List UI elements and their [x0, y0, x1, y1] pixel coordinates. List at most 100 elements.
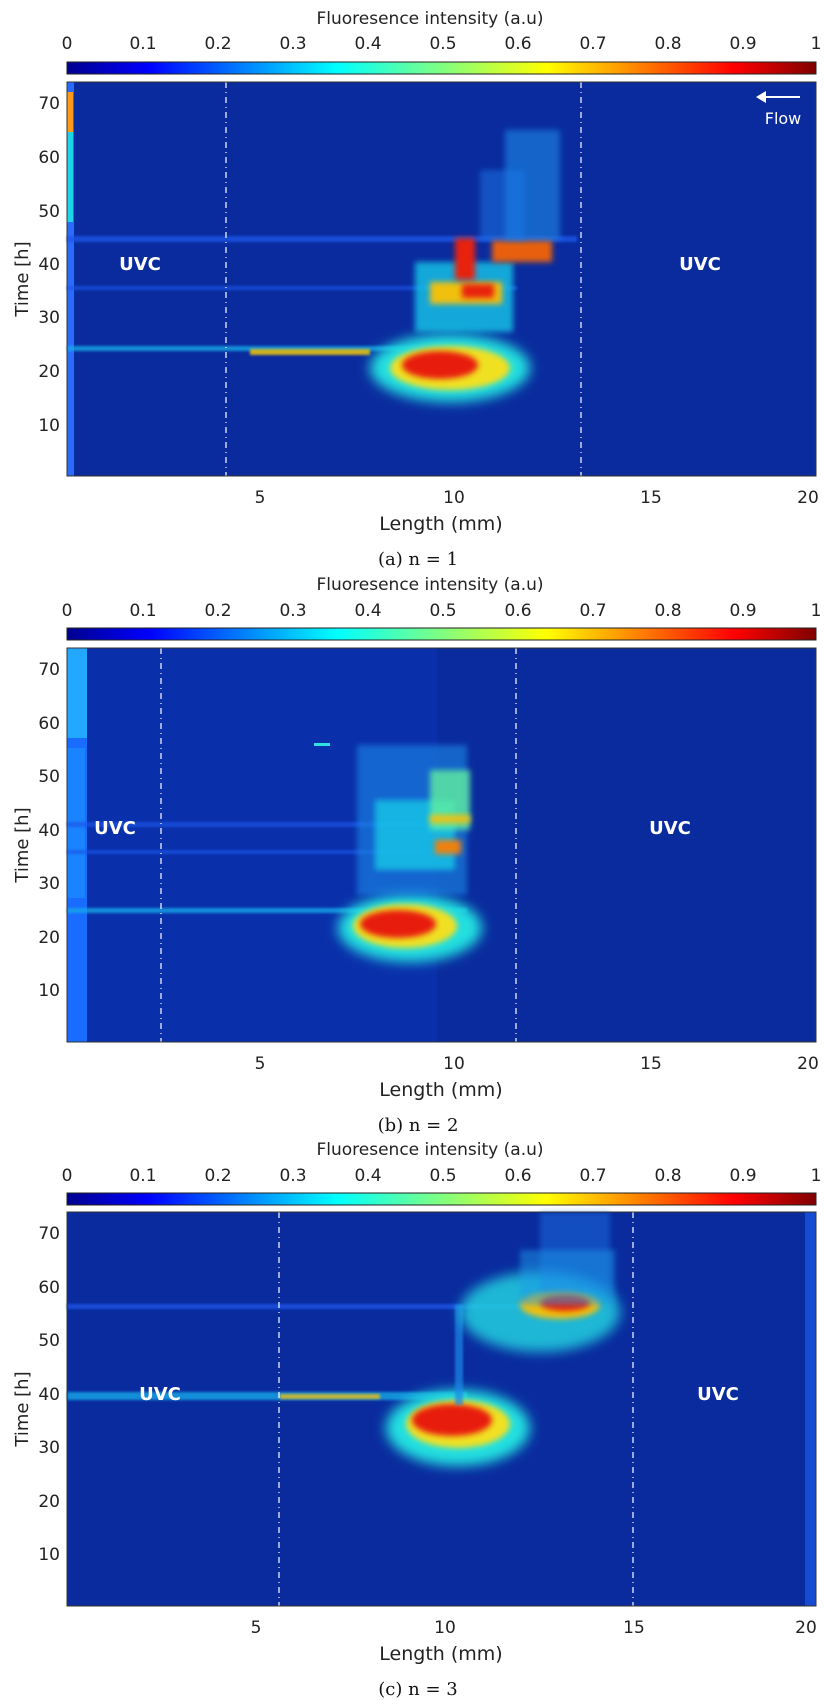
colorbar-tick-label: 0 — [62, 1166, 73, 1186]
panel-caption: (c) n = 3 — [378, 1679, 457, 1700]
colorbar-tick-label: 0 — [62, 34, 73, 54]
uvc-label-right: UVC — [679, 254, 721, 275]
y-tick-label: 40 — [38, 821, 60, 841]
colorbar-tick-label: 0.3 — [279, 34, 306, 54]
y-tick-labels-a: 70 60 50 40 30 20 10 — [38, 94, 60, 436]
y-tick-label: 70 — [38, 660, 60, 680]
y-tick-label: 60 — [38, 714, 60, 734]
y-tick-label: 40 — [38, 1385, 60, 1405]
x-tick-labels-c: 5 10 15 20 — [251, 1618, 817, 1638]
colorbar-tick-label: 0.9 — [729, 601, 756, 621]
colorbar-tick-label: 0.3 — [279, 1166, 306, 1186]
colorbar-tick-label: 1 — [811, 1166, 822, 1186]
x-tick-label: 15 — [623, 1618, 645, 1638]
x-axis-label: Length (mm) — [379, 1643, 502, 1665]
y-tick-labels-b: 70 60 50 40 30 20 10 — [38, 660, 60, 1001]
y-tick-label: 20 — [38, 928, 60, 948]
colorbar-tick-labels: 0 0.1 0.2 0.3 0.4 0.5 0.6 0.7 0.8 0.9 1 — [62, 1166, 822, 1186]
colorbar-tick-label: 0.1 — [129, 601, 156, 621]
uvc-label-right: UVC — [649, 818, 691, 839]
colorbar-tick-label: 0.7 — [579, 34, 606, 54]
y-axis-label: Time [h] — [12, 1371, 33, 1447]
flow-arrowhead-icon — [756, 91, 766, 103]
heatmap-b: UVC UVC — [67, 648, 816, 1042]
colorbar-tick-label: 0.2 — [204, 1166, 231, 1186]
y-tick-label: 10 — [38, 981, 60, 1001]
uvc-label-left: UVC — [94, 818, 136, 839]
y-tick-label: 50 — [38, 767, 60, 787]
colorbar-tick-label: 0.4 — [354, 601, 381, 621]
y-tick-label: 10 — [38, 1545, 60, 1565]
y-tick-label: 10 — [38, 416, 60, 436]
colorbar-tick-label: 0.5 — [429, 1166, 456, 1186]
panel-b: Fluoresence intensity (a.u) 0 0.1 0.2 0.… — [12, 575, 821, 1136]
x-tick-label: 15 — [640, 1054, 662, 1074]
y-tick-label: 70 — [38, 1224, 60, 1244]
y-tick-label: 20 — [38, 1492, 60, 1512]
panel-caption: (a) n = 1 — [378, 549, 458, 570]
x-tick-label: 15 — [640, 488, 662, 508]
heatmap-c: UVC UVC — [67, 1212, 816, 1606]
panel-a: Fluoresence intensity (a.u) 0 0.1 0.2 0.… — [12, 9, 821, 570]
panel-c: Fluoresence intensity (a.u) 0 0.1 0.2 0.… — [12, 1140, 821, 1700]
x-tick-label: 20 — [795, 1618, 817, 1638]
x-tick-label: 5 — [251, 1618, 262, 1638]
y-axis-label: Time [h] — [12, 241, 33, 317]
colorbar-tick-labels: 0 0.1 0.2 0.3 0.4 0.5 0.6 0.7 0.8 0.9 1 — [62, 601, 822, 621]
colorbar-tick-label: 0.6 — [504, 601, 531, 621]
x-tick-label: 10 — [434, 1618, 456, 1638]
colorbar-tick-label: 0.8 — [654, 1166, 681, 1186]
y-tick-label: 30 — [38, 308, 60, 328]
colorbar-tick-label: 0.1 — [129, 34, 156, 54]
colorbar-tick-label: 0.5 — [429, 34, 456, 54]
y-tick-label: 50 — [38, 202, 60, 222]
colorbar — [66, 61, 817, 75]
colorbar-tick-label: 0.4 — [354, 1166, 381, 1186]
x-tick-labels-b: 5 10 15 20 — [255, 1054, 819, 1074]
y-tick-label: 70 — [38, 94, 60, 114]
x-tick-label: 5 — [255, 488, 266, 508]
colorbar-tick-label: 0.5 — [429, 601, 456, 621]
colorbar-tick-label: 0.7 — [579, 1166, 606, 1186]
y-tick-label: 60 — [38, 1278, 60, 1298]
colorbar-tick-label: 0 — [62, 601, 73, 621]
colorbar-tick-label: 0.3 — [279, 601, 306, 621]
y-tick-labels-c: 70 60 50 40 30 20 10 — [38, 1224, 60, 1565]
x-tick-label: 20 — [797, 1054, 819, 1074]
colorbar-title: Fluoresence intensity (a.u) — [316, 575, 543, 595]
x-tick-label: 10 — [443, 488, 465, 508]
colorbar-tick-label: 0.8 — [654, 34, 681, 54]
x-axis-label: Length (mm) — [379, 1079, 502, 1101]
y-tick-label: 20 — [38, 362, 60, 382]
colorbar-title: Fluoresence intensity (a.u) — [316, 1140, 543, 1160]
x-tick-label: 5 — [255, 1054, 266, 1074]
colorbar-tick-label: 0.9 — [729, 1166, 756, 1186]
colorbar-tick-label: 0.4 — [354, 34, 381, 54]
y-axis-label: Time [h] — [12, 807, 33, 883]
colorbar-tick-label: 0.6 — [504, 1166, 531, 1186]
plot-frame — [66, 1211, 817, 1607]
colorbar-tick-label: 1 — [811, 34, 822, 54]
uvc-label-right: UVC — [697, 1384, 739, 1405]
x-axis-label: Length (mm) — [379, 513, 502, 535]
colorbar-tick-label: 0.6 — [504, 34, 531, 54]
colorbar-tick-label: 0.1 — [129, 1166, 156, 1186]
plot-frame — [66, 647, 817, 1043]
colorbar-tick-label: 1 — [811, 601, 822, 621]
y-tick-label: 30 — [38, 874, 60, 894]
y-tick-label: 50 — [38, 1331, 60, 1351]
colorbar-title: Fluoresence intensity (a.u) — [316, 9, 543, 29]
x-tick-labels-a: 5 10 15 20 — [255, 488, 819, 508]
heatmap-a: UVC UVC Flow — [67, 82, 816, 476]
colorbar — [66, 627, 817, 641]
y-tick-label: 30 — [38, 1438, 60, 1458]
colorbar-tick-labels: 0 0.1 0.2 0.3 0.4 0.5 0.6 0.7 0.8 0.9 1 — [62, 34, 822, 54]
flow-label: Flow — [765, 109, 802, 128]
plot-frame — [66, 81, 817, 477]
colorbar-tick-label: 0.9 — [729, 34, 756, 54]
panel-caption: (b) n = 2 — [378, 1115, 459, 1136]
uvc-label-left: UVC — [139, 1384, 181, 1405]
colorbar-tick-label: 0.2 — [204, 34, 231, 54]
x-tick-label: 10 — [443, 1054, 465, 1074]
